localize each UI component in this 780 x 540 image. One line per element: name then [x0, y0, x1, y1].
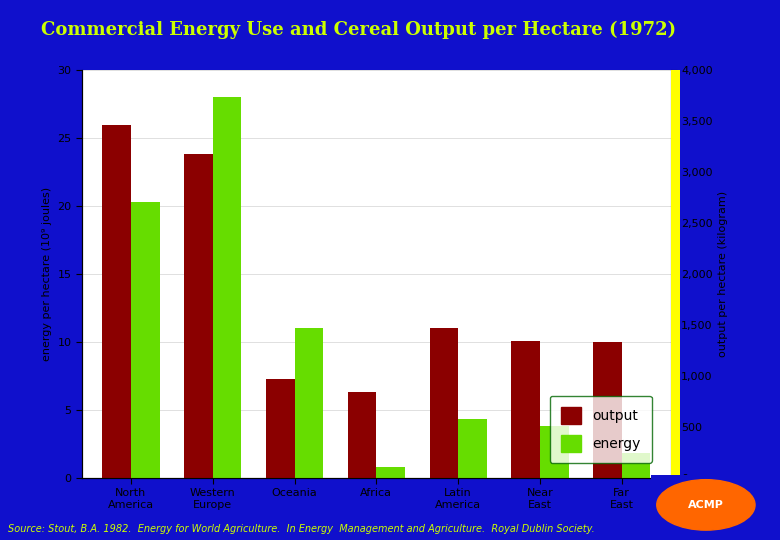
- Bar: [458, 420, 487, 478]
- Bar: [184, 154, 213, 478]
- Bar: [348, 392, 377, 478]
- Ellipse shape: [657, 480, 755, 530]
- Bar: [540, 426, 569, 478]
- Bar: [102, 125, 131, 478]
- Bar: [266, 379, 295, 478]
- Bar: [512, 341, 540, 478]
- Bar: [131, 202, 160, 478]
- Legend: output, energy: output, energy: [550, 396, 652, 463]
- Y-axis label: output per hectare (kilogram): output per hectare (kilogram): [718, 191, 729, 357]
- Bar: [593, 342, 622, 478]
- Bar: [430, 328, 458, 478]
- Text: Source: Stout, B.A. 1982.  Energy for World Agriculture.  In Energy  Management : Source: Stout, B.A. 1982. Energy for Wor…: [8, 523, 594, 534]
- Bar: [622, 454, 651, 478]
- Bar: [377, 467, 405, 478]
- Bar: [213, 97, 241, 478]
- Y-axis label: energy per hectare (10⁹ joules): energy per hectare (10⁹ joules): [42, 187, 51, 361]
- Text: ACMP: ACMP: [688, 500, 724, 510]
- Text: Commercial Energy Use and Cereal Output per Hectare (1972): Commercial Energy Use and Cereal Output …: [41, 21, 676, 39]
- Bar: [295, 328, 323, 478]
